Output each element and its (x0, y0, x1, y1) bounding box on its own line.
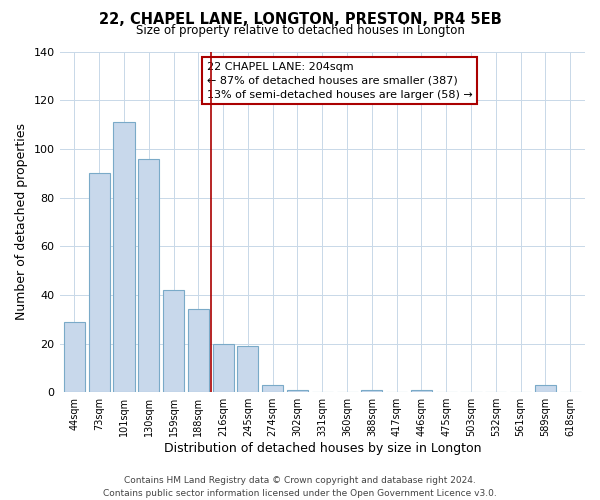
Bar (411, 390, 432, 392)
Bar (163, 290, 184, 392)
Y-axis label: Number of detached properties: Number of detached properties (15, 124, 28, 320)
Bar (138, 158, 160, 392)
Bar (361, 390, 382, 392)
Text: 22, CHAPEL LANE, LONGTON, PRESTON, PR4 5EB: 22, CHAPEL LANE, LONGTON, PRESTON, PR4 5… (98, 12, 502, 28)
Text: Size of property relative to detached houses in Longton: Size of property relative to detached ho… (136, 24, 464, 37)
Bar (89, 173, 110, 392)
Text: 22 CHAPEL LANE: 204sqm
← 87% of detached houses are smaller (387)
13% of semi-de: 22 CHAPEL LANE: 204sqm ← 87% of detached… (206, 62, 472, 100)
Bar (64, 322, 85, 392)
X-axis label: Distribution of detached houses by size in Longton: Distribution of detached houses by size … (164, 442, 481, 455)
Bar (212, 344, 233, 392)
Bar (535, 385, 556, 392)
Bar (113, 122, 134, 392)
Bar (262, 385, 283, 392)
Bar (238, 346, 259, 392)
Bar (287, 390, 308, 392)
Text: Contains HM Land Registry data © Crown copyright and database right 2024.
Contai: Contains HM Land Registry data © Crown c… (103, 476, 497, 498)
Bar (188, 310, 209, 392)
